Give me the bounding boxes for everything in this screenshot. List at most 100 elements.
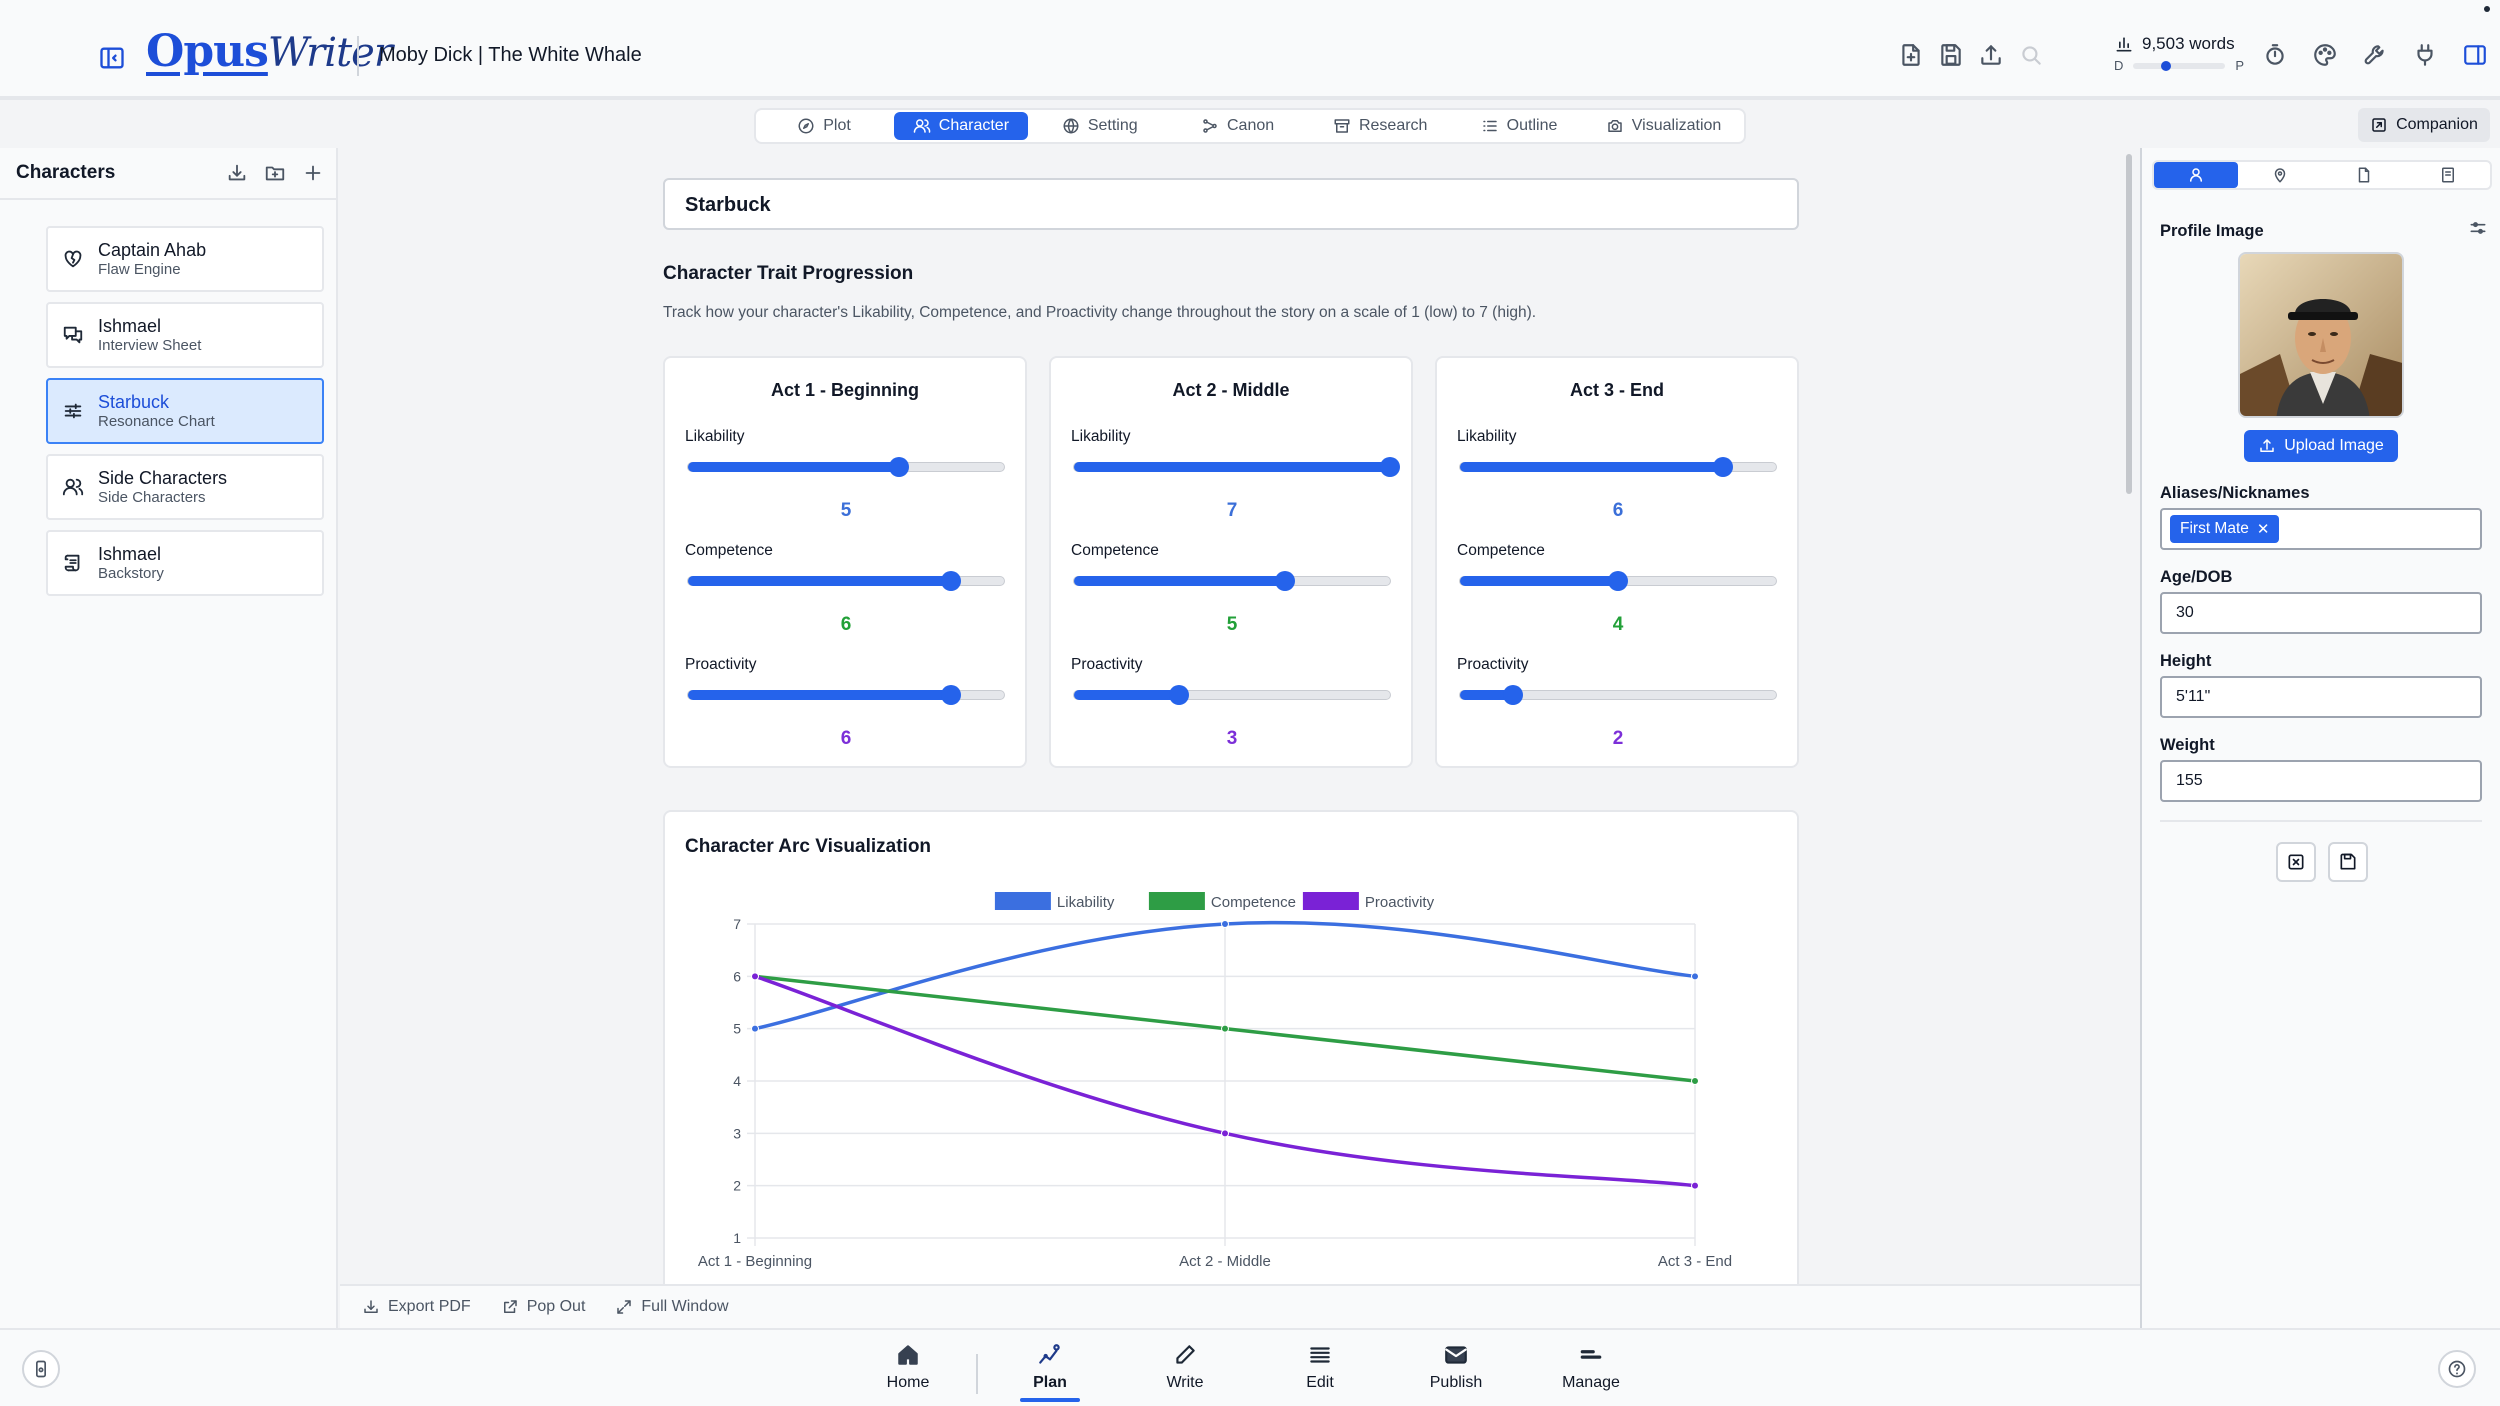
companion-panel: Profile Image Upload Image: [2140, 148, 2500, 1328]
settings-sliders-icon[interactable]: [2468, 218, 2488, 238]
full-window-button[interactable]: Full Window: [615, 1298, 729, 1316]
likability-value: 7: [1226, 500, 1238, 521]
tab-visualization[interactable]: Visualization: [1587, 112, 1740, 140]
slider-thumb[interactable]: [1169, 685, 1190, 705]
slider-thumb[interactable]: [941, 685, 962, 705]
pop-out-button[interactable]: Pop Out: [501, 1298, 585, 1316]
users-icon: [62, 476, 84, 498]
tab-research[interactable]: Research: [1310, 112, 1451, 140]
tab-canon-label: Canon: [1227, 117, 1275, 134]
search-icon[interactable]: [2018, 42, 2044, 68]
user-icon: [2187, 166, 2205, 184]
proactivity-slider[interactable]: [1073, 685, 1391, 705]
nav-write[interactable]: Write: [1130, 1342, 1240, 1402]
age-field[interactable]: [2160, 592, 2482, 634]
tab-outline-label: Outline: [1506, 117, 1558, 134]
discard-button[interactable]: [2276, 842, 2316, 882]
arrow-square-icon: [2370, 116, 2388, 134]
sidebar-item-ishmael-backstory[interactable]: Ishmael Backstory: [46, 530, 324, 596]
wrench-icon[interactable]: [2362, 42, 2388, 68]
plug-icon[interactable]: [2412, 42, 2438, 68]
height-field[interactable]: [2160, 676, 2482, 718]
weight-label: Weight: [2160, 736, 2215, 754]
app-logo[interactable]: Opus Writer: [146, 26, 393, 82]
plus-icon[interactable]: [302, 162, 324, 184]
upload-icon[interactable]: [1978, 42, 2004, 68]
nav-publish[interactable]: Publish: [1401, 1342, 1511, 1402]
nav-home[interactable]: Home: [853, 1342, 963, 1402]
likability-slider[interactable]: [1073, 457, 1400, 477]
progress-label-start: D: [2114, 58, 2124, 73]
tab-location[interactable]: [2238, 162, 2322, 188]
sidebar-item-captain-ahab[interactable]: Captain Ahab Flaw Engine: [46, 226, 324, 292]
competence-value: 4: [1612, 614, 1624, 635]
settings-button[interactable]: [22, 1350, 60, 1388]
competence-slider[interactable]: [1459, 571, 1777, 591]
weight-field[interactable]: [2160, 760, 2482, 802]
character-name-field[interactable]: Starbuck: [663, 178, 1799, 230]
trait-progression-description: Track how your character's Likability, C…: [663, 304, 1537, 321]
header-divider: [357, 36, 359, 76]
download-icon[interactable]: [226, 162, 248, 184]
save-icon[interactable]: [1938, 42, 1964, 68]
sidebar-item-side-characters[interactable]: Side Characters Side Characters: [46, 454, 324, 520]
right-panel-toggle-icon[interactable]: [2462, 42, 2488, 68]
nav-active-indicator: [1020, 1398, 1080, 1402]
nav-edit[interactable]: Edit: [1265, 1342, 1375, 1402]
profile-image-label: Profile Image: [2160, 222, 2264, 240]
folder-add-icon[interactable]: [264, 162, 286, 184]
save-profile-button[interactable]: [2328, 842, 2368, 882]
tab-document[interactable]: [2322, 162, 2406, 188]
slider-thumb[interactable]: [1713, 457, 1734, 477]
remove-chip-icon[interactable]: ✕: [2256, 521, 2270, 538]
sidebar-item-starbuck[interactable]: Starbuck Resonance Chart: [46, 378, 324, 444]
nav-manage[interactable]: Manage: [1536, 1342, 1646, 1402]
companion-button[interactable]: Companion: [2358, 108, 2490, 142]
nav-write-label: Write: [1166, 1374, 1204, 1391]
heart-crack-icon: [62, 248, 84, 270]
sidebar-item-ishmael-interview[interactable]: Ishmael Interview Sheet: [46, 302, 324, 368]
tab-outline[interactable]: Outline: [1457, 112, 1581, 140]
bar-chart-icon: [2114, 34, 2134, 54]
download-icon: [362, 1298, 380, 1316]
timer-icon[interactable]: [2262, 42, 2288, 68]
aliases-input[interactable]: First Mate ✕: [2160, 508, 2482, 550]
export-pdf-button[interactable]: Export PDF: [362, 1298, 471, 1316]
proactivity-slider[interactable]: [687, 685, 1005, 705]
tab-notes[interactable]: [2406, 162, 2490, 188]
slider-thumb[interactable]: [941, 571, 962, 591]
slider-thumb[interactable]: [1608, 571, 1628, 591]
nav-plan[interactable]: Plan: [995, 1342, 1105, 1402]
slider-thumb[interactable]: [888, 457, 909, 477]
full-window-label: Full Window: [641, 1298, 729, 1315]
slider-fill: [1460, 576, 1618, 586]
slider-thumb[interactable]: [1380, 457, 1400, 477]
competence-slider[interactable]: [687, 571, 1005, 591]
competence-slider[interactable]: [1073, 571, 1391, 591]
likability-slider[interactable]: [687, 457, 1005, 477]
companion-tabs: [2152, 160, 2492, 190]
tab-profile[interactable]: [2154, 162, 2238, 188]
bottom-navigation: Home Plan Write Edit Publish Manage: [0, 1328, 2500, 1406]
help-button[interactable]: [2438, 1350, 2476, 1388]
tab-character[interactable]: Character: [894, 112, 1028, 140]
users-icon: [913, 117, 931, 135]
proactivity-slider[interactable]: [1459, 685, 1777, 705]
tab-setting[interactable]: Setting: [1034, 112, 1166, 140]
tab-canon[interactable]: Canon: [1172, 112, 1304, 140]
main-scrollbar[interactable]: [2126, 154, 2132, 494]
likability-slider[interactable]: [1459, 457, 1777, 477]
palette-icon[interactable]: [2312, 42, 2338, 68]
slider-thumb[interactable]: [1502, 685, 1523, 705]
slider-thumb[interactable]: [1274, 571, 1295, 591]
tab-plot[interactable]: Plot: [760, 112, 888, 140]
word-count-widget[interactable]: 9,503 words D P: [2114, 34, 2244, 73]
profile-image[interactable]: [2238, 252, 2404, 418]
document-title[interactable]: Moby Dick | The White Whale: [379, 44, 642, 66]
close-square-icon: [2286, 852, 2306, 872]
upload-image-button[interactable]: Upload Image: [2244, 430, 2398, 462]
sidebar-toggle-icon[interactable]: [98, 44, 126, 72]
trait-label: Competence: [1457, 542, 1545, 559]
new-document-icon[interactable]: [1898, 42, 1924, 68]
export-pdf-label: Export PDF: [388, 1298, 471, 1315]
